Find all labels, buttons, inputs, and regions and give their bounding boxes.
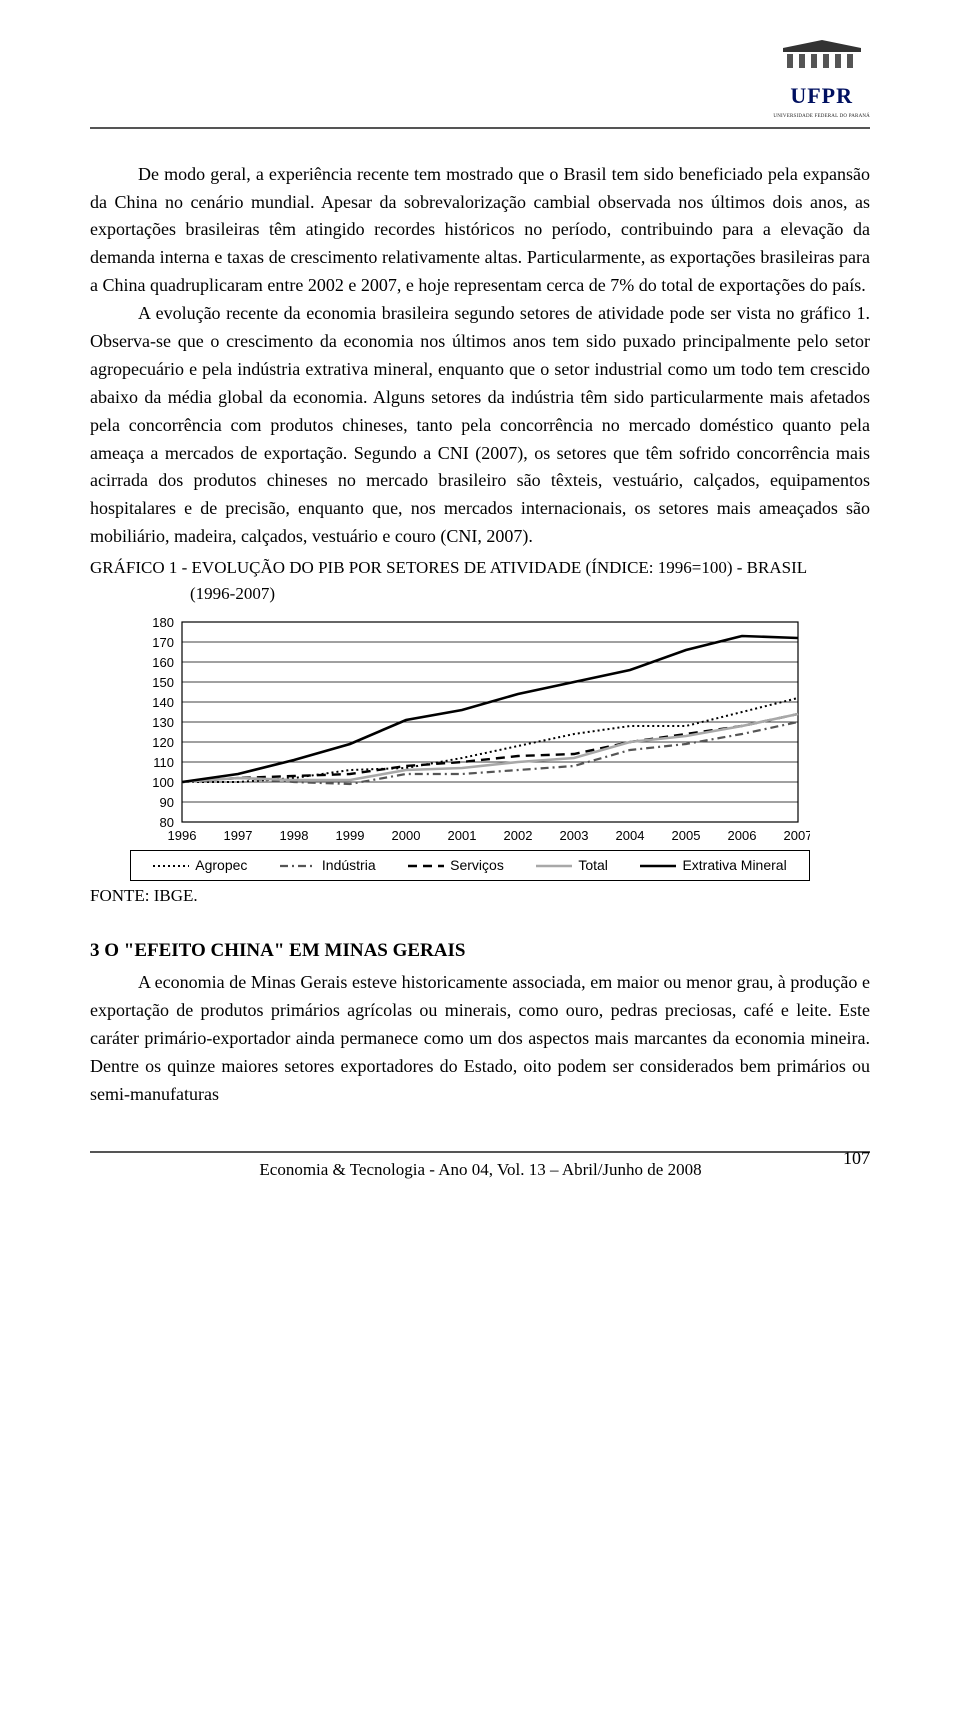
svg-text:120: 120 (152, 735, 174, 750)
legend-item: Total (536, 855, 608, 877)
svg-text:160: 160 (152, 655, 174, 670)
svg-text:2004: 2004 (616, 828, 645, 843)
footer-page-number: 107 (831, 1145, 870, 1173)
paragraph-2: A evolução recente da economia brasileir… (90, 300, 870, 551)
svg-text:100: 100 (152, 775, 174, 790)
section-heading-2: 3 O "EFEITO CHINA" EM MINAS GERAIS (90, 936, 870, 965)
line-chart: 8090100110120130140150160170180199619971… (130, 614, 810, 844)
chart-title-line1: GRÁFICO 1 - EVOLUÇÃO DO PIB POR SETORES … (90, 555, 870, 581)
chart-title-line2: (1996-2007) (90, 581, 870, 607)
chart-legend: Agropec Indústria Serviços Total Extrativa M… (130, 850, 810, 882)
paragraph-1: De modo geral, a experiência recente tem… (90, 161, 870, 300)
legend-item: Agropec (153, 855, 247, 877)
chart-title: GRÁFICO 1 - EVOLUÇÃO DO PIB POR SETORES … (90, 555, 870, 608)
svg-text:1996: 1996 (168, 828, 197, 843)
logo-subtext: UNIVERSIDADE FEDERAL DO PARANÁ (773, 113, 870, 121)
svg-text:2001: 2001 (448, 828, 477, 843)
svg-text:2003: 2003 (560, 828, 589, 843)
svg-text:150: 150 (152, 675, 174, 690)
svg-text:1997: 1997 (224, 828, 253, 843)
logo-text: UFPR (773, 79, 870, 113)
chart-container: 8090100110120130140150160170180199619971… (130, 614, 870, 844)
svg-text:170: 170 (152, 635, 174, 650)
legend-item: Indústria (280, 855, 376, 877)
svg-text:2006: 2006 (728, 828, 757, 843)
svg-text:2007: 2007 (784, 828, 810, 843)
logo-building-icon (773, 40, 870, 79)
article-body-2: A economia de Minas Gerais esteve histor… (90, 969, 870, 1108)
chart-source: FONTE: IBGE. (90, 883, 870, 909)
svg-text:140: 140 (152, 695, 174, 710)
svg-text:90: 90 (160, 795, 174, 810)
page-footer: Economia & Tecnologia - Ano 04, Vol. 13 … (90, 1151, 870, 1185)
svg-text:2000: 2000 (392, 828, 421, 843)
article-body: De modo geral, a experiência recente tem… (90, 161, 870, 551)
svg-text:1998: 1998 (280, 828, 309, 843)
paragraph-3: A economia de Minas Gerais esteve histor… (90, 969, 870, 1108)
svg-text:2002: 2002 (504, 828, 533, 843)
legend-item: Extrativa Mineral (640, 855, 786, 877)
legend-item: Serviços (408, 855, 504, 877)
svg-text:1999: 1999 (336, 828, 365, 843)
svg-text:110: 110 (153, 755, 174, 770)
footer-journal: Economia & Tecnologia - Ano 04, Vol. 13 … (130, 1157, 831, 1183)
page-header: UFPR UNIVERSIDADE FEDERAL DO PARANÁ (90, 40, 870, 129)
svg-text:130: 130 (152, 715, 174, 730)
ufpr-logo: UFPR UNIVERSIDADE FEDERAL DO PARANÁ (773, 40, 870, 121)
svg-text:2005: 2005 (672, 828, 701, 843)
svg-text:180: 180 (152, 615, 174, 630)
